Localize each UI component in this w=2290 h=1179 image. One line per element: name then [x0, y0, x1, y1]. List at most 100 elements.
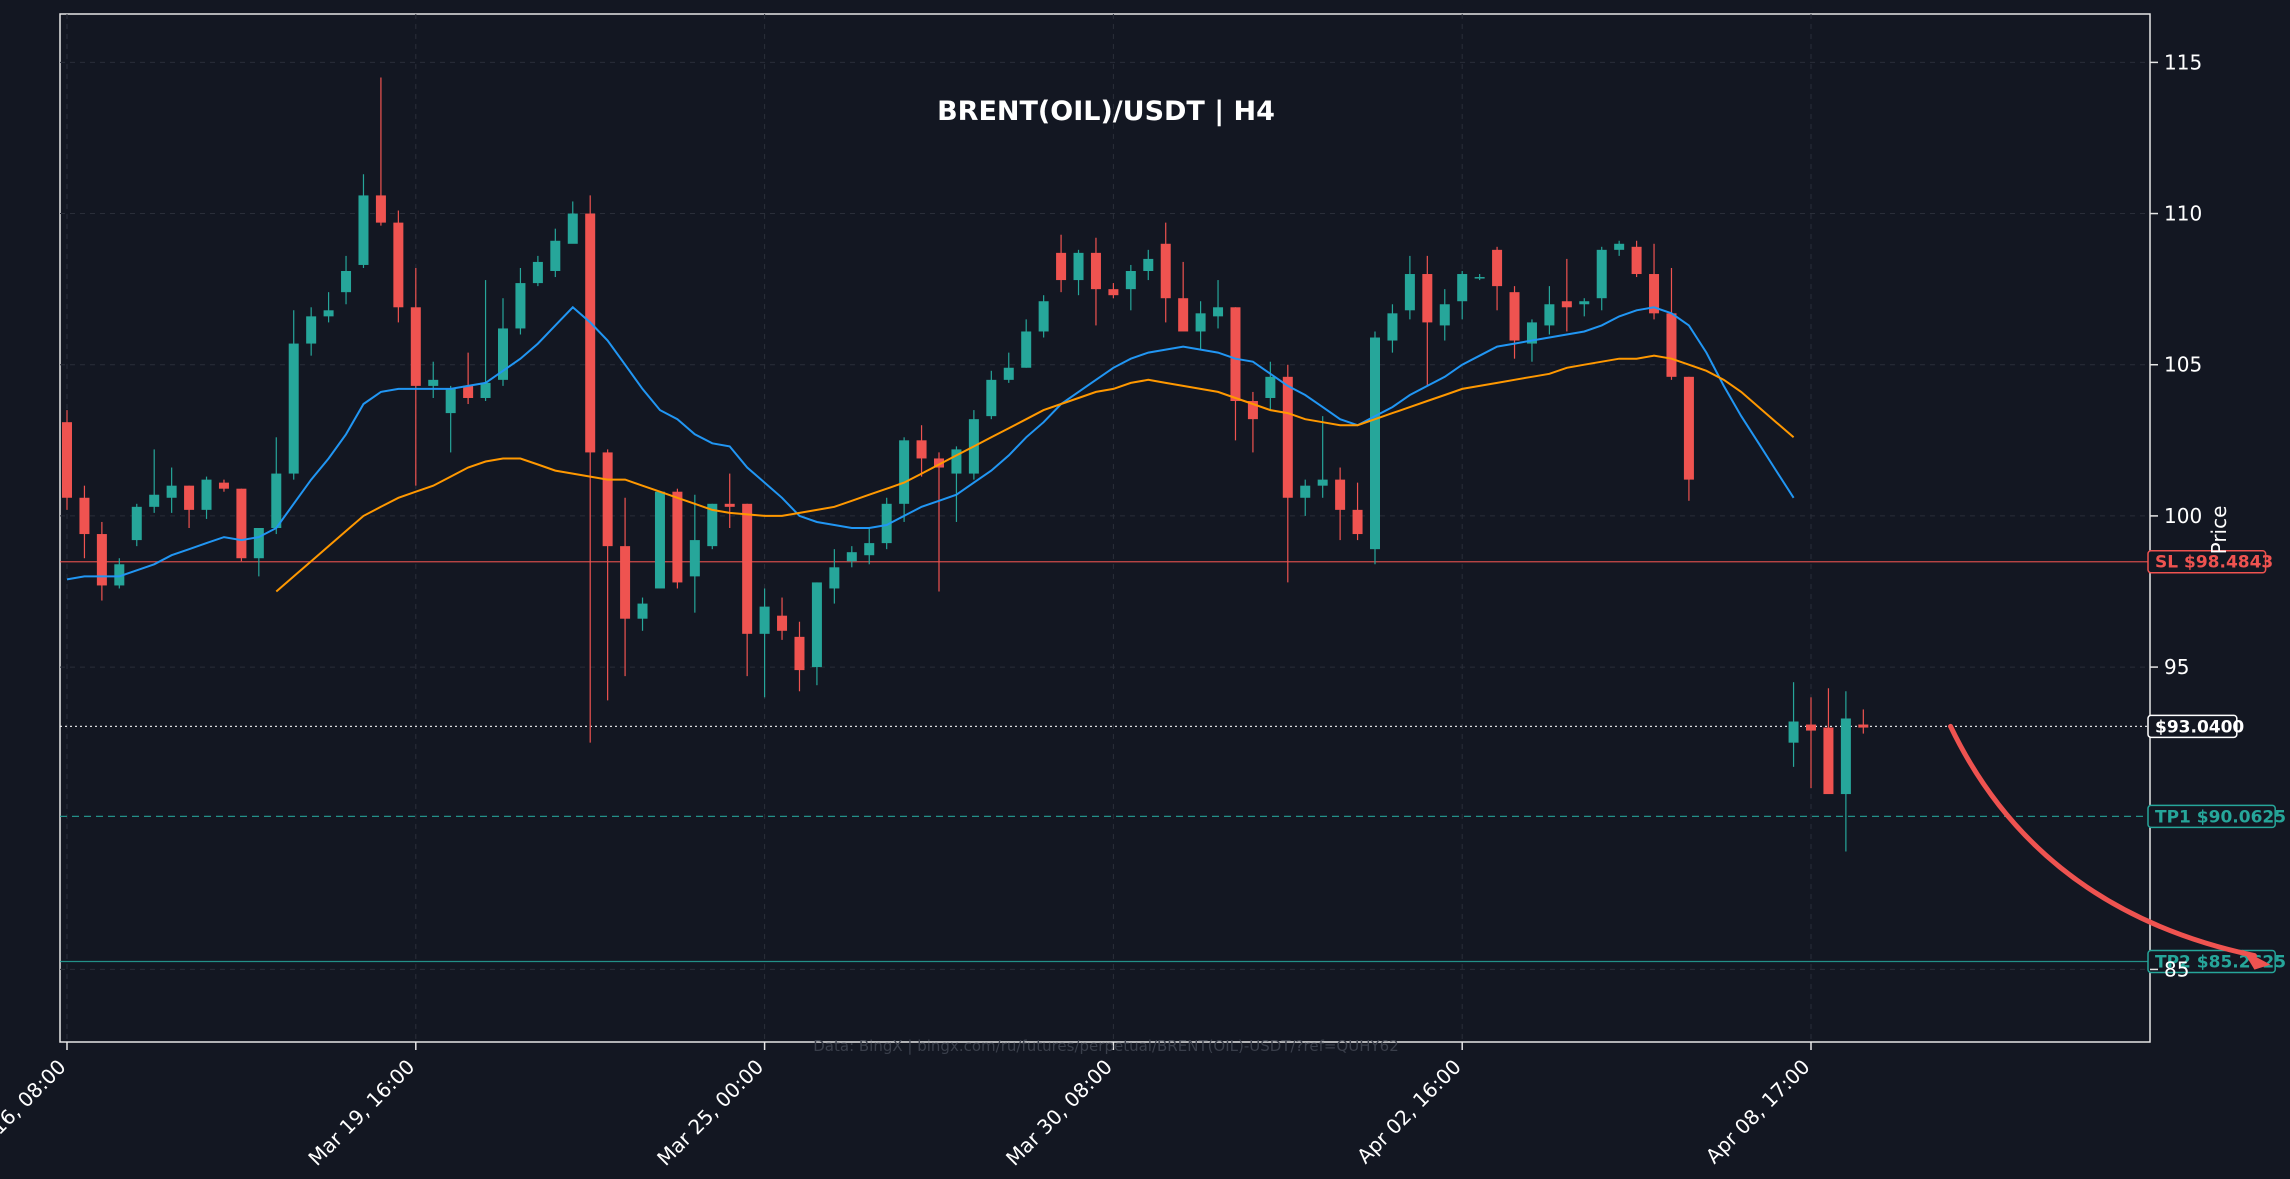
candle-body — [934, 458, 944, 468]
candle-body — [899, 440, 910, 504]
candle-body — [1195, 313, 1206, 332]
candle-body — [1387, 313, 1398, 341]
candle-body — [1056, 252, 1067, 281]
candle-body — [1631, 246, 1642, 275]
candle-body — [341, 271, 352, 293]
candle-body — [724, 503, 735, 507]
candle-body — [1125, 271, 1136, 290]
target-arrow-head — [2242, 949, 2271, 970]
ema-slow-line — [275, 354, 1795, 593]
candle-body — [1544, 304, 1555, 326]
x-tick-label: Mar 25, 00:00 — [652, 1055, 768, 1171]
candle-body — [654, 491, 665, 589]
candle-body — [96, 534, 107, 586]
price-level-label: $93.0400 — [2155, 717, 2244, 737]
price-level-box — [2147, 804, 2276, 829]
candle-body — [498, 328, 508, 380]
ema-lines — [66, 305, 1795, 593]
candle-body — [218, 482, 229, 489]
candle-body — [236, 488, 247, 559]
candle-body — [1003, 367, 1014, 380]
candle-body — [1840, 718, 1851, 795]
candle-body — [1683, 376, 1694, 480]
candle-body — [637, 603, 648, 619]
candle-body — [1038, 301, 1049, 332]
candle-body — [1317, 479, 1328, 486]
candle-body — [393, 222, 404, 308]
ema-fast-line — [66, 305, 1795, 581]
candle-body — [1335, 479, 1346, 510]
y-tick-label: 100 — [2164, 504, 2202, 528]
x-tick-label: Mar 16, 08:00 — [0, 1055, 71, 1171]
candle-body — [1823, 727, 1834, 795]
candle-body — [1614, 243, 1625, 250]
candle-body — [306, 316, 317, 344]
candle-body — [445, 388, 456, 414]
candle-body — [1143, 258, 1154, 271]
candle-body — [881, 503, 892, 544]
price-level-box — [2147, 549, 2267, 574]
candle-body — [410, 307, 421, 386]
candle-body — [1457, 274, 1468, 302]
candle-body — [1160, 243, 1171, 299]
candle-body — [585, 213, 596, 453]
candle-body — [759, 606, 770, 634]
candle-body — [1230, 307, 1241, 402]
candle-body — [951, 449, 962, 474]
candle-body — [184, 485, 195, 510]
candle-body — [1213, 307, 1224, 317]
plot-area — [59, 13, 2151, 1043]
candle-body — [1649, 274, 1660, 314]
candle-body — [602, 452, 613, 547]
candle-body — [864, 543, 875, 556]
candle-body — [1178, 298, 1189, 332]
candle-body — [1265, 376, 1276, 398]
candle-body — [375, 195, 386, 223]
price-level-box — [2147, 714, 2238, 739]
candle-body — [1666, 313, 1677, 377]
candle-body — [794, 636, 805, 671]
candle-body — [1526, 322, 1537, 344]
candle-body — [323, 310, 334, 317]
candle-body — [1247, 401, 1258, 420]
candle-body — [428, 379, 439, 386]
price-level-box — [2147, 949, 2276, 974]
candle-body — [131, 506, 142, 541]
y-tick-label: 95 — [2164, 655, 2189, 679]
candle-body — [1352, 509, 1363, 535]
candle-body — [114, 564, 125, 586]
candle-body — [689, 540, 700, 577]
candle-body — [829, 567, 840, 589]
candle-body — [532, 261, 543, 284]
candle-body — [358, 195, 369, 265]
y-tick-label: 85 — [2164, 957, 2189, 981]
candle-body — [1439, 304, 1450, 326]
candle-body — [463, 385, 474, 398]
candle-body — [166, 485, 177, 498]
target-arrow — [1948, 723, 2271, 970]
candle-body — [1282, 376, 1293, 498]
candle-body — [1788, 721, 1799, 743]
candle-body — [1021, 331, 1032, 368]
candle-body — [1509, 292, 1520, 341]
candle-body — [515, 283, 526, 329]
candle-body — [916, 440, 927, 459]
candle-body — [1579, 301, 1590, 305]
x-tick-label: Apr 08, 17:00 — [1701, 1055, 1815, 1169]
price-level-label: TP1 $90.0625 — [2155, 807, 2286, 827]
x-tick-label: Mar 30, 08:00 — [1001, 1055, 1117, 1171]
candle-body — [567, 213, 578, 244]
candle-body — [1090, 252, 1101, 290]
y-tick-label: 105 — [2164, 353, 2202, 377]
candle-body — [1858, 724, 1869, 728]
grid — [60, 14, 2150, 1042]
candle-body — [1474, 277, 1485, 279]
candle-body — [271, 473, 282, 528]
candles — [62, 77, 1869, 852]
x-tick-label: Apr 02, 16:00 — [1352, 1055, 1466, 1169]
candle-body — [1422, 274, 1433, 323]
candle-body — [288, 343, 299, 474]
candle-body — [1806, 724, 1816, 731]
candle-body — [707, 503, 718, 547]
candle-body — [1596, 249, 1607, 299]
